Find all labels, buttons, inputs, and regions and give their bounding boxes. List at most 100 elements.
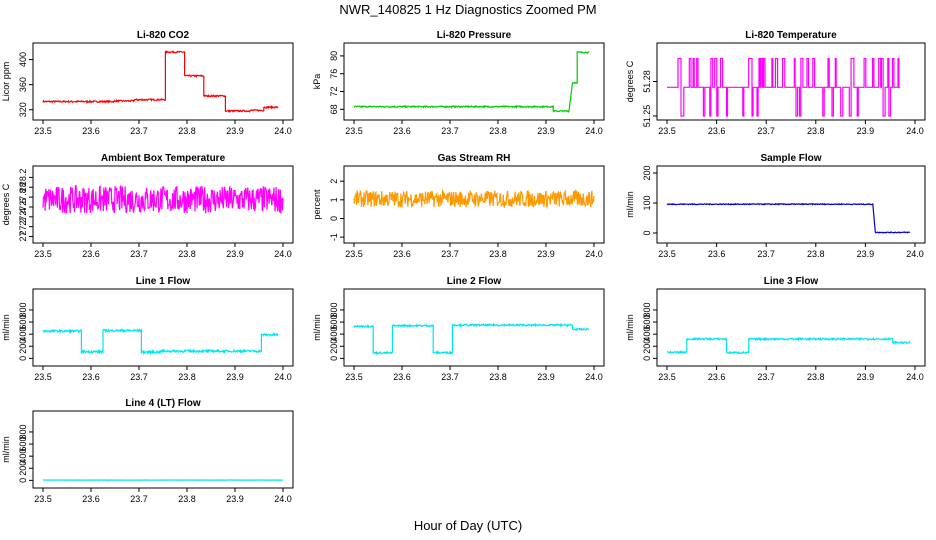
series-line [353, 322, 590, 356]
panel-6: Line 1 Flow ml/min 23.5 23.6 23.7 23.8 23.9 24.… [1, 276, 294, 382]
y-tick-label: 0 [329, 356, 339, 361]
x-tick-label: 23.9 [857, 249, 875, 259]
x-tick-label: 23.6 [393, 372, 411, 382]
x-tick-label: 23.7 [130, 372, 148, 382]
plot-frame [32, 288, 294, 367]
plot-frame [343, 288, 605, 367]
x-tick-label: 24.0 [906, 249, 924, 259]
panel-title: Line 4 (LT) Flow [125, 398, 201, 409]
x-tick-label: 23.7 [757, 372, 775, 382]
panel-8: Line 3 Flow ml/min 23.5 23.6 23.7 23.8 23.9 24.… [625, 276, 926, 382]
x-tick-label: 23.9 [226, 494, 244, 504]
panel-9: Line 4 (LT) Flow ml/min 23.5 23.6 23.7 23.8 23… [1, 398, 294, 504]
x-tick-label: 23.9 [226, 249, 244, 259]
y-tick-label: 27.4 [18, 208, 28, 226]
y-tick-label: 0 [18, 478, 28, 483]
y-tick-label: 28 [18, 182, 28, 192]
y-tick-label: 100 [642, 195, 652, 210]
y-tick-label: 68 [329, 104, 339, 114]
y-tick-label: 2 [329, 179, 339, 184]
y-tick-label: 27 [18, 232, 28, 242]
y-axis-label: ml/min [625, 314, 635, 341]
y-tick-label: 27.2 [18, 218, 28, 236]
x-axis-label: Hour of Day (UTC) [413, 518, 523, 533]
plot-frame [32, 165, 294, 244]
panel-title: Ambient Box Temperature [101, 153, 226, 164]
y-tick-label: 400 [18, 449, 28, 464]
x-tick-label: 23.6 [393, 126, 411, 136]
x-tick-label: 23.5 [34, 126, 52, 136]
panel-title: Line 2 Flow [447, 276, 502, 287]
panel-5: Sample Flow ml/min 23.5 23.6 23.7 23.8 23.9 24.… [625, 153, 926, 259]
series-line [666, 336, 911, 355]
y-tick-label: 800 [18, 302, 28, 317]
x-tick-label: 23.9 [537, 372, 555, 382]
y-tick-label: 28.2 [18, 169, 28, 187]
y-tick-label: 800 [329, 302, 339, 317]
y-tick-label: 400 [18, 52, 28, 67]
y-tick-label: 80 [329, 51, 339, 61]
panel-title: Line 1 Flow [136, 276, 191, 287]
y-axis-label: ml/min [312, 314, 322, 341]
y-tick-label: 200 [642, 339, 652, 354]
x-tick-label: 23.5 [34, 249, 52, 259]
series-line [667, 57, 901, 117]
y-tick-label: 600 [642, 315, 652, 330]
y-tick-label: -1 [329, 233, 339, 241]
x-tick-label: 23.6 [393, 249, 411, 259]
y-tick-label: 400 [642, 327, 652, 342]
y-tick-label: 400 [18, 327, 28, 342]
x-tick-label: 24.0 [274, 126, 292, 136]
x-tick-label: 23.5 [345, 249, 363, 259]
x-tick-label: 23.5 [658, 372, 676, 382]
y-tick-label: 72 [329, 87, 339, 97]
x-tick-label: 23.8 [178, 372, 196, 382]
x-tick-label: 23.6 [708, 126, 726, 136]
y-tick-label: 800 [18, 424, 28, 439]
y-tick-label: 600 [18, 437, 28, 452]
x-tick-label: 23.8 [489, 249, 507, 259]
y-axis-label: ml/min [625, 191, 635, 218]
panel-title: Sample Flow [760, 153, 821, 164]
plot-frame [343, 42, 605, 121]
panel-4: Gas Stream RH percent 23.5 23.6 23.7 23.8 23.9… [312, 153, 605, 259]
x-tick-label: 23.6 [708, 249, 726, 259]
y-tick-label: 1 [329, 197, 339, 202]
x-tick-label: 23.9 [857, 126, 875, 136]
x-tick-label: 23.7 [130, 126, 148, 136]
x-tick-label: 23.7 [441, 372, 459, 382]
series-line [42, 50, 279, 114]
y-tick-label: 600 [18, 315, 28, 330]
x-tick-label: 23.6 [82, 249, 100, 259]
x-tick-label: 23.7 [441, 126, 459, 136]
y-tick-label: 360 [18, 77, 28, 92]
x-tick-label: 23.8 [178, 249, 196, 259]
x-tick-label: 24.0 [585, 372, 603, 382]
y-tick-label: 320 [18, 102, 28, 117]
panel-7: Line 2 Flow ml/min 23.5 23.6 23.7 23.8 23.9 24.… [312, 276, 605, 382]
series-line [42, 185, 284, 214]
plot-frame [343, 165, 605, 244]
x-tick-label: 23.9 [537, 126, 555, 136]
x-tick-label: 23.8 [489, 372, 507, 382]
x-tick-label: 24.0 [274, 372, 292, 382]
x-tick-label: 23.8 [807, 126, 825, 136]
x-tick-label: 24.0 [585, 249, 603, 259]
panel-title: Gas Stream RH [438, 153, 511, 164]
x-tick-label: 24.0 [585, 126, 603, 136]
y-tick-label: 200 [18, 461, 28, 476]
y-axis-label: degrees C [1, 183, 11, 225]
panel-2: Li-820 Temperature degrees C 23.5 23.6 23.7 2… [625, 30, 926, 136]
y-tick-label: 51.28 [642, 70, 652, 93]
plot-frame [656, 288, 926, 367]
y-tick-label: 800 [642, 302, 652, 317]
panel-title: Li-820 Temperature [745, 30, 837, 41]
y-axis-label: ml/min [1, 436, 11, 463]
x-tick-label: 23.7 [130, 494, 148, 504]
series-line [42, 327, 279, 356]
x-tick-label: 23.9 [857, 372, 875, 382]
y-axis-label: ml/min [1, 314, 11, 341]
x-tick-label: 23.7 [757, 249, 775, 259]
y-axis-label: percent [312, 189, 322, 220]
x-tick-label: 23.8 [807, 249, 825, 259]
